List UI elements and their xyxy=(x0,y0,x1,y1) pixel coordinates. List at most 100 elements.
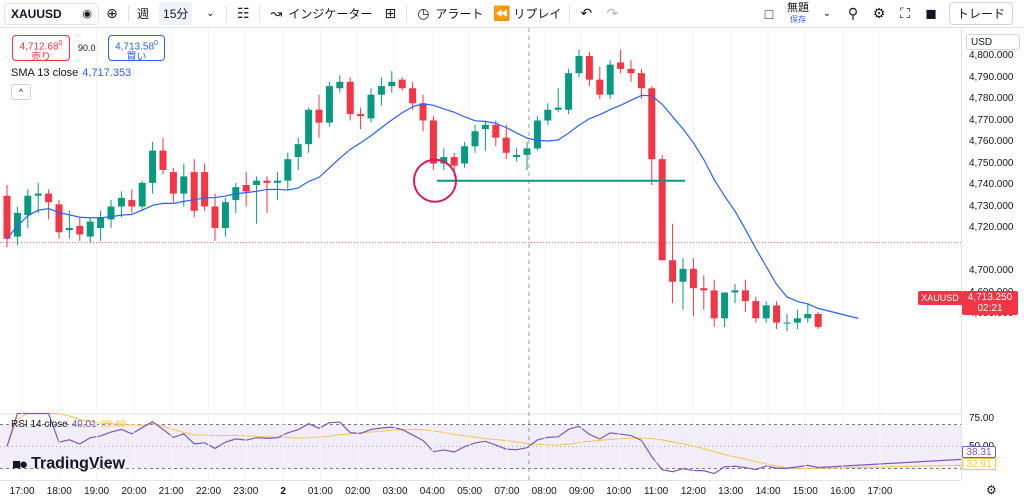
price-axis[interactable]: 4,800.000 4,790.000 4,780.000 4,770.000 4,76… xyxy=(961,28,1024,480)
candle-body xyxy=(762,305,770,319)
layout-select-button[interactable]: □ xyxy=(756,0,782,28)
sell-price-sup: 0 xyxy=(58,40,63,47)
sma-legend[interactable]: SMA 13 close 4,717.353 xyxy=(11,67,131,79)
chart-canvas[interactable] xyxy=(0,28,961,480)
symbol-status-icon: ◉ xyxy=(82,8,92,20)
undo-button[interactable]: ↶ xyxy=(573,0,599,28)
legend-collapse-button[interactable]: ^ xyxy=(11,84,31,100)
indicators-button[interactable]: ↝ インジケーター xyxy=(263,0,377,28)
sell-label: 売り xyxy=(31,52,51,64)
candle-body xyxy=(190,172,198,211)
buy-button[interactable]: 4,713.580 買い xyxy=(108,35,165,63)
candle-body xyxy=(596,79,604,95)
rsi-ma-line xyxy=(6,413,961,470)
rsi-label: RSI 14 close xyxy=(11,419,68,430)
candle-body xyxy=(65,228,73,231)
time-axis[interactable]: 17:00 18:00 19:00 20:00 21:00 22:00 23:00 2 01:0… xyxy=(0,480,961,503)
candle-body xyxy=(34,193,42,196)
time-axis-label: 05:00 xyxy=(457,486,483,497)
logo-text: TradingView xyxy=(31,455,126,472)
candle-body xyxy=(169,172,177,194)
time-axis-label: 21:00 xyxy=(158,486,184,497)
snapshot-button[interactable]: ◼ xyxy=(918,0,944,28)
current-price-tag: 4,713.250 02:21 xyxy=(962,291,1018,315)
time-axis-label: 15:00 xyxy=(792,486,818,497)
candle-body xyxy=(461,146,469,164)
candle-body xyxy=(24,195,32,216)
candle-body xyxy=(346,81,354,115)
toolbar-divider xyxy=(406,5,408,22)
price-axis-label: 4,800.000 xyxy=(969,50,1014,61)
chart-type-button[interactable]: ☷ xyxy=(230,0,256,28)
candle-body xyxy=(554,107,562,110)
candle-body xyxy=(606,64,614,95)
candle-body xyxy=(669,260,677,282)
price-axis-label: 4,790.000 xyxy=(969,71,1014,83)
rsi-legend[interactable]: RSI 14 close 40.01 39.40 xyxy=(11,419,126,430)
toolbar-divider xyxy=(569,5,571,22)
replay-button[interactable]: ⏪ リプレイ xyxy=(488,0,566,28)
buy-price: 4,713.580 xyxy=(109,38,164,52)
settings-button[interactable]: ⚙ xyxy=(866,0,892,28)
candle-body xyxy=(305,109,313,145)
time-axis-label: 04:00 xyxy=(419,486,445,497)
fullscreen-button[interactable]: ⛶ xyxy=(892,0,918,28)
candle-body xyxy=(325,86,333,123)
camera-icon: ◼ xyxy=(925,5,937,21)
candle-body xyxy=(658,159,666,261)
layout-saved-status: 保存 xyxy=(789,14,806,24)
price-axis-label: 4,740.000 xyxy=(969,179,1014,190)
candle-body xyxy=(575,56,583,74)
layout-dropdown[interactable]: ⌄ xyxy=(814,0,840,28)
candle-body xyxy=(242,185,250,192)
alert-button[interactable]: ◷ アラート xyxy=(410,0,488,28)
currency-selector[interactable]: USD xyxy=(966,34,1020,50)
grid-icon: ⊞ xyxy=(384,5,397,21)
interval-dropdown[interactable]: ⌄ xyxy=(197,0,223,28)
candle-body xyxy=(440,157,448,164)
symbol-search-box[interactable]: XAUUSD ◉ xyxy=(4,2,99,25)
candle-body xyxy=(627,68,635,74)
replay-label: リプレイ xyxy=(513,7,562,21)
time-axis-label: 11:00 xyxy=(643,486,669,497)
bar-countdown: 02:21 xyxy=(977,303,1003,314)
interval-button[interactable]: 15分 xyxy=(154,0,197,28)
candle-body xyxy=(544,109,552,121)
layout-name-button[interactable]: 無題 保存 xyxy=(782,0,814,28)
search-icon: ⚲ xyxy=(847,5,859,21)
time-axis-label: 19:00 xyxy=(84,486,110,497)
compare-button[interactable]: ⊕ xyxy=(99,0,125,28)
current-symbol-tag: XAUUSD xyxy=(918,291,962,305)
undo-icon: ↶ xyxy=(580,5,593,21)
fullscreen-icon: ⛶ xyxy=(900,5,910,21)
axis-settings-gear-icon[interactable]: ⚙ xyxy=(986,483,997,497)
time-axis-label: 09:00 xyxy=(568,486,595,497)
redo-button[interactable]: ↷ xyxy=(599,0,625,28)
candle-body xyxy=(731,290,739,293)
candle-body xyxy=(76,225,84,235)
redo-icon: ↷ xyxy=(606,5,619,21)
time-axis-label: 16:00 xyxy=(830,486,856,497)
sell-button[interactable]: 4,712.680 売り xyxy=(12,35,70,64)
candle-body xyxy=(117,197,125,207)
price-axis-label: 4,770.000 xyxy=(969,114,1014,126)
candle-body xyxy=(804,314,812,319)
price-axis-label: 4,760.000 xyxy=(969,136,1014,147)
interval-week-button[interactable]: 週 xyxy=(137,7,150,21)
rsi-ma-value: 39.40 xyxy=(100,419,126,430)
plus-circle-icon: ⊕ xyxy=(106,5,118,21)
trade-button[interactable]: トレード xyxy=(944,0,1018,28)
templates-button[interactable]: ⊞ xyxy=(377,0,403,28)
tradingview-logo[interactable]: ■● TradingView xyxy=(12,455,125,473)
candle-body xyxy=(3,195,11,239)
overlays-layer xyxy=(0,94,961,319)
time-axis-label: 08:00 xyxy=(531,486,557,497)
candle-body xyxy=(315,109,323,123)
candle-body xyxy=(471,131,479,147)
rsi-value: 40.01 xyxy=(71,419,97,430)
candle-body xyxy=(617,62,625,69)
candle-body xyxy=(492,124,500,138)
buy-price-sup: 0 xyxy=(154,40,158,47)
candle-body xyxy=(565,73,573,110)
quick-search-button[interactable]: ⚲ xyxy=(840,0,866,28)
